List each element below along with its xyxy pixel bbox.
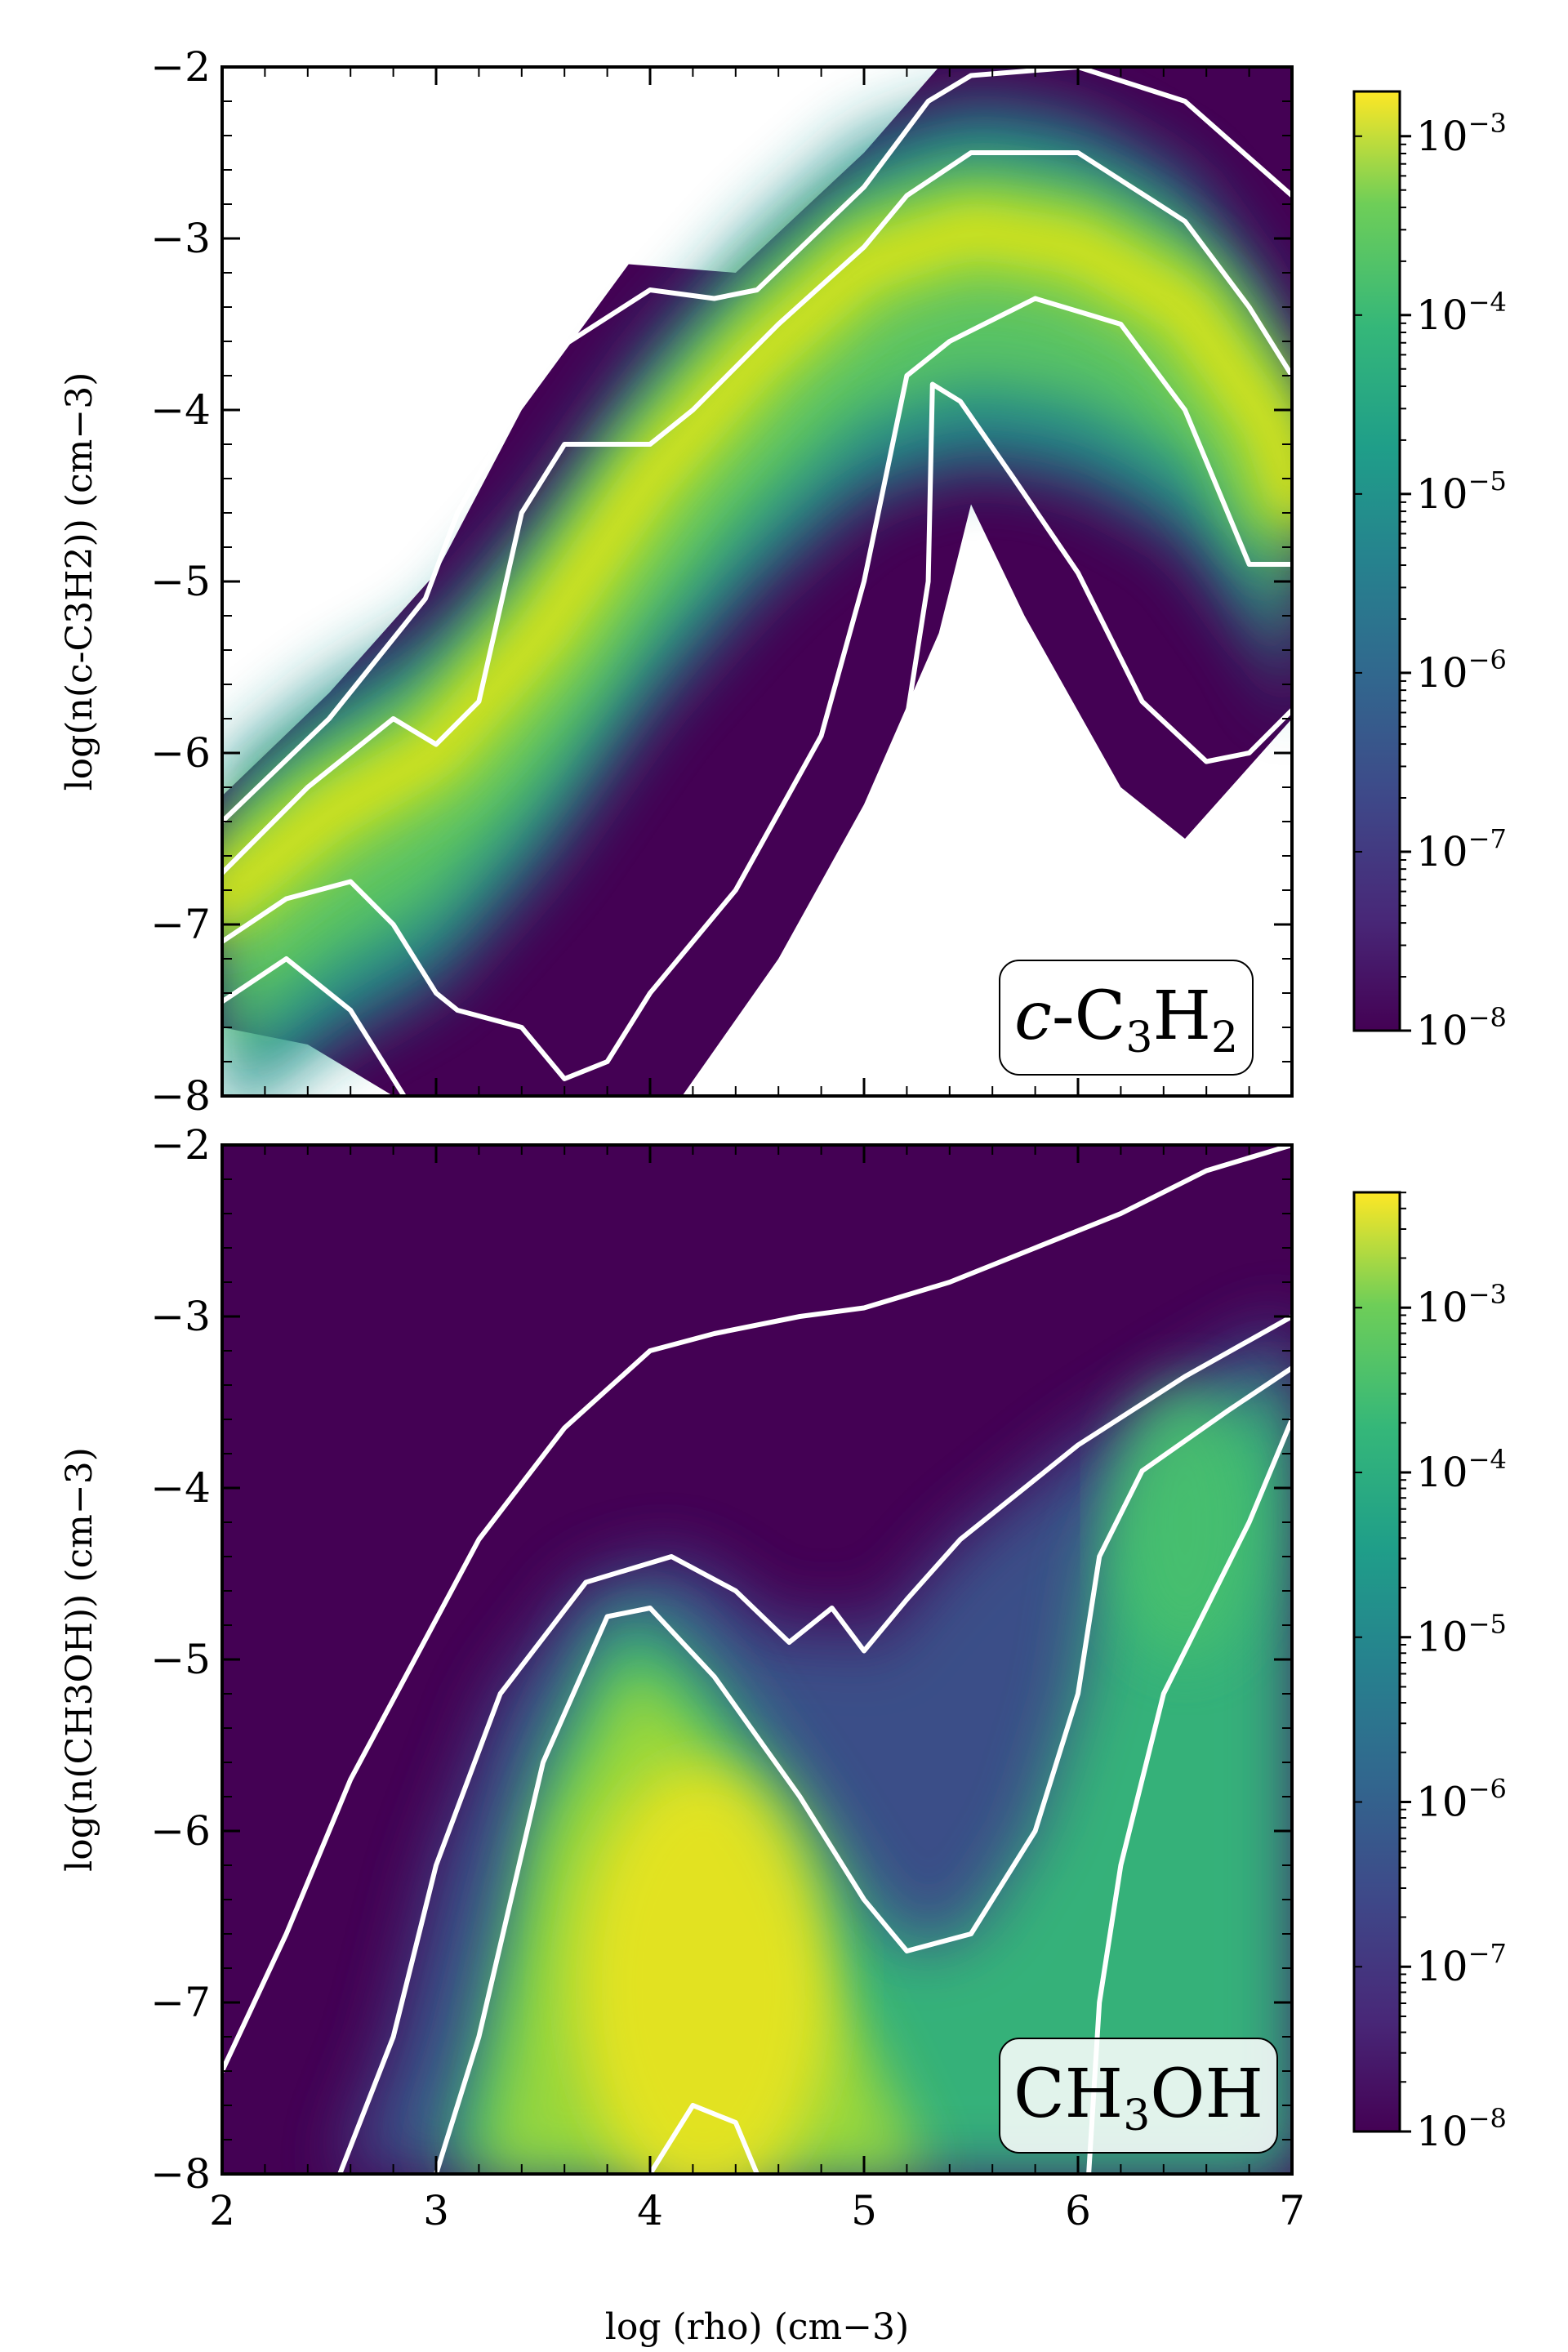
heatmap-ridge-core <box>222 213 1292 915</box>
contour-middle-low <box>222 296 1292 1081</box>
colorbar-tick-label: 10−5 <box>1416 466 1507 518</box>
x-tick-label: 7 <box>1279 2187 1305 2234</box>
contour-core-low <box>648 2103 760 2174</box>
y-tick-label: −2 <box>150 1121 211 1169</box>
colorbar-tick-label: 10−7 <box>1416 1938 1507 1990</box>
axis-ticks: 2 3 4 5 6 7 −8 −7 −6 −5 −4 −3 −2 <box>150 1121 1305 2234</box>
heatmap-band-high <box>222 170 1292 1054</box>
colorbar-tick-label: 10−6 <box>1416 644 1507 697</box>
x-axis-label: log (rho) (cm−3) <box>605 2306 909 2348</box>
x-tick-label: 3 <box>423 2187 449 2234</box>
colorbar-c-c3h2: 10−8 10−7 10−6 10−5 10−4 10−3 <box>1352 90 1507 1054</box>
colorbar-tick-label: 10−7 <box>1416 823 1507 875</box>
species-tag-box <box>999 960 1254 1076</box>
colorbar-ch3oh: 10−8 10−7 10−6 10−5 10−4 10−3 <box>1352 1191 1507 2155</box>
y-tick-label: −6 <box>150 1807 211 1855</box>
heatmap-right-blob <box>1110 1385 1260 1659</box>
y-tick-label: −4 <box>150 386 211 434</box>
species-tag-text: CH3OH <box>1013 2056 1263 2140</box>
x-tick-label: 2 <box>209 2187 235 2234</box>
contour-lines <box>222 1145 1292 2174</box>
contour-outer-low-2 <box>690 381 1292 1096</box>
colorbar-tick-label: 10−3 <box>1416 108 1507 160</box>
heatmap-peak <box>575 1762 832 2174</box>
contour-core <box>1086 1417 1292 2174</box>
x-tick-label: 4 <box>637 2187 663 2234</box>
y-tick-label: −2 <box>150 43 211 91</box>
y-tick-label: −7 <box>150 1979 211 2026</box>
colorbar-ticks: 10−8 10−7 10−6 10−5 10−4 10−3 <box>1354 108 1507 1054</box>
colorbar-ticks: 10−8 10−7 10−6 10−5 10−4 10−3 <box>1354 1192 1507 2155</box>
contour-outer-low <box>222 956 407 1096</box>
species-tag-box <box>999 2038 1278 2154</box>
y-axis-label: log(n(CH3OH)) (cm−3) <box>59 1447 100 1872</box>
x-tick-label: 6 <box>1065 2187 1091 2234</box>
species-tag: c-C3H2 <box>999 960 1254 1076</box>
panel-ch3oh: 2 3 4 5 6 7 −8 −7 −6 −5 −4 −3 −2 CH3OH log(n(CH3OH))… <box>59 1121 1305 2348</box>
y-tick-label: −6 <box>150 729 211 777</box>
contour-middle <box>337 1314 1292 2174</box>
x-tick-label: 5 <box>851 2187 877 2234</box>
y-tick-label: −5 <box>150 1636 211 1683</box>
y-tick-label: −3 <box>150 1293 211 1340</box>
colorbar-tick-label: 10−4 <box>1416 287 1507 339</box>
contour-inner <box>434 1365 1292 2174</box>
y-tick-label: −4 <box>150 1464 211 1512</box>
y-tick-label: −8 <box>150 1072 211 1120</box>
panel-c-c3h2: −8 −7 −6 −5 −4 −3 −2 c-C3H2 log(n(c-C3H2)) (cm… <box>59 43 1294 1120</box>
species-tag: CH3OH <box>999 2038 1278 2154</box>
colorbar-tick-label: 10−8 <box>1416 1002 1507 1054</box>
colorbar-tick-label: 10−8 <box>1416 2103 1507 2155</box>
colorbar-tick-label: 10−5 <box>1416 1609 1507 1661</box>
axis-ticks: −8 −7 −6 −5 −4 −3 −2 <box>150 43 1294 1120</box>
contour-middle <box>222 150 1292 875</box>
contour-lines <box>222 67 1292 1096</box>
y-tick-label: −8 <box>150 2150 211 2198</box>
y-axis-label: log(n(c-C3H2)) (cm−3) <box>59 372 100 791</box>
species-tag-text: c-C3H2 <box>1014 978 1238 1062</box>
colorbar-gradient <box>1352 1191 1401 2133</box>
colorbar-gradient <box>1352 90 1401 1032</box>
colorbar-tick-label: 10−4 <box>1416 1444 1507 1496</box>
y-tick-label: −5 <box>150 558 211 605</box>
colorbar-tick-label: 10−6 <box>1416 1773 1507 1825</box>
y-tick-label: −3 <box>150 215 211 262</box>
colorbar-tick-label: 10−3 <box>1416 1279 1507 1331</box>
contour-outer <box>222 1145 1292 2074</box>
y-tick-label: −7 <box>150 901 211 948</box>
